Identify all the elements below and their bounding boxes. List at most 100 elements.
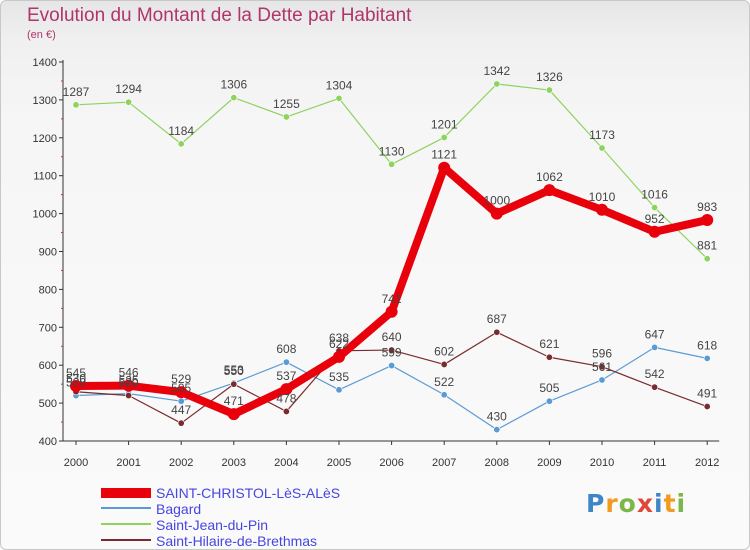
data-point: [72, 101, 80, 109]
data-point: [493, 426, 501, 434]
data-point: [703, 354, 711, 362]
data-label: 505: [171, 381, 191, 395]
data-label: 618: [697, 338, 717, 352]
data-label: 621: [539, 337, 559, 351]
data-label: 520: [119, 376, 139, 390]
x-tick-label: 2012: [695, 457, 719, 469]
data-label: 602: [434, 344, 454, 358]
data-point: [651, 343, 659, 351]
data-label: 1010: [589, 190, 616, 204]
data-point: [175, 386, 188, 399]
data-label: 447: [171, 403, 191, 417]
x-tick-label: 2004: [274, 457, 298, 469]
data-point: [598, 363, 606, 371]
data-point: [333, 350, 345, 363]
axes: 400 500 600 700 800 900 1000 1100 1200 1300 1400 20…: [33, 57, 720, 469]
data-point: [230, 94, 238, 102]
data-label: 553: [224, 363, 244, 377]
logo-letter: t: [663, 489, 677, 518]
y-tick-label: 700: [39, 322, 57, 334]
chart-subtitle: (en €): [27, 29, 56, 41]
data-label: 983: [697, 200, 717, 214]
proxiti-logo: Proxiti: [586, 489, 686, 518]
data-point: [651, 383, 659, 391]
data-point: [598, 376, 606, 384]
data-point: [282, 113, 290, 121]
legend-label: Saint-Hilaire-de-Brethmas: [156, 533, 317, 549]
x-tick-label: 2011: [643, 457, 667, 469]
data-point: [335, 386, 343, 394]
data-label: 530: [66, 372, 86, 386]
chart-title: Evolution du Montant de la Dette par Hab…: [27, 5, 412, 26]
data-label: 1287: [63, 85, 90, 99]
data-label: 1130: [379, 144, 405, 158]
x-tick-label: 2007: [432, 457, 456, 469]
data-label: 638: [329, 331, 349, 345]
data-point: [545, 397, 553, 405]
data-point: [493, 80, 501, 88]
legend: SAINT-CHRISTOL-LèS-ALèSBagardSaint-Jean-…: [101, 485, 340, 549]
data-point: [125, 392, 133, 400]
data-point: [385, 305, 398, 318]
data-point: [227, 408, 240, 421]
x-tick-label: 2005: [327, 457, 351, 469]
y-tick-label: 900: [39, 247, 57, 259]
data-label: 952: [645, 212, 665, 226]
data-point: [703, 255, 711, 263]
data-label: 1000: [483, 194, 510, 208]
data-label: 542: [645, 367, 665, 381]
data-label: 1326: [536, 70, 563, 84]
data-point: [440, 391, 448, 399]
legend-label: Saint-Jean-du-Pin: [156, 517, 268, 533]
data-label: 741: [382, 292, 402, 306]
data-point: [598, 144, 606, 152]
data-labels-layer: 545 546 529 471 537 622 741 1121 1000 1062 1010 952…: [63, 64, 718, 424]
data-label: 529: [171, 372, 191, 386]
data-label: 537: [276, 369, 296, 383]
x-tick-label: 2000: [64, 457, 88, 469]
data-label: 478: [276, 391, 296, 405]
x-tick-label: 2001: [116, 457, 140, 469]
y-tick-label: 1200: [33, 133, 57, 145]
logo-letter: i: [654, 489, 664, 518]
series-line: [75, 83, 708, 260]
data-point: [545, 86, 553, 94]
data-label: 491: [697, 387, 717, 401]
data-label: 1306: [220, 78, 247, 92]
data-point: [438, 161, 451, 174]
data-point: [177, 140, 185, 148]
data-point: [648, 225, 661, 238]
data-point: [388, 362, 396, 370]
data-point: [388, 160, 396, 168]
data-point: [230, 380, 238, 388]
data-point: [701, 214, 714, 227]
data-label: 1201: [431, 117, 458, 131]
data-label: 1062: [536, 170, 563, 184]
data-label: 430: [487, 410, 507, 424]
data-point: [122, 379, 135, 392]
data-point: [596, 203, 608, 216]
data-point: [440, 133, 448, 141]
data-label: 1173: [589, 128, 615, 142]
y-tick-label: 1100: [33, 171, 57, 183]
data-point: [543, 184, 556, 197]
x-tick-label: 2009: [537, 457, 561, 469]
x-tick-label: 2006: [379, 457, 403, 469]
data-label: 1255: [273, 97, 300, 111]
logo-letter: i: [676, 489, 687, 518]
data-label: 1304: [326, 78, 353, 92]
legend-swatch: [101, 488, 151, 498]
data-label: 1342: [483, 64, 510, 78]
data-point: [280, 383, 293, 396]
data-point: [388, 346, 396, 354]
legend-label: SAINT-CHRISTOL-LèS-ALèS: [156, 485, 340, 501]
x-tick-label: 2010: [590, 457, 614, 469]
y-tick-label: 1400: [33, 57, 57, 69]
logo-letter: o: [618, 489, 637, 518]
data-label: 505: [539, 381, 559, 395]
data-point: [177, 419, 185, 427]
data-label: 520: [66, 376, 86, 390]
data-label: 561: [592, 360, 612, 374]
